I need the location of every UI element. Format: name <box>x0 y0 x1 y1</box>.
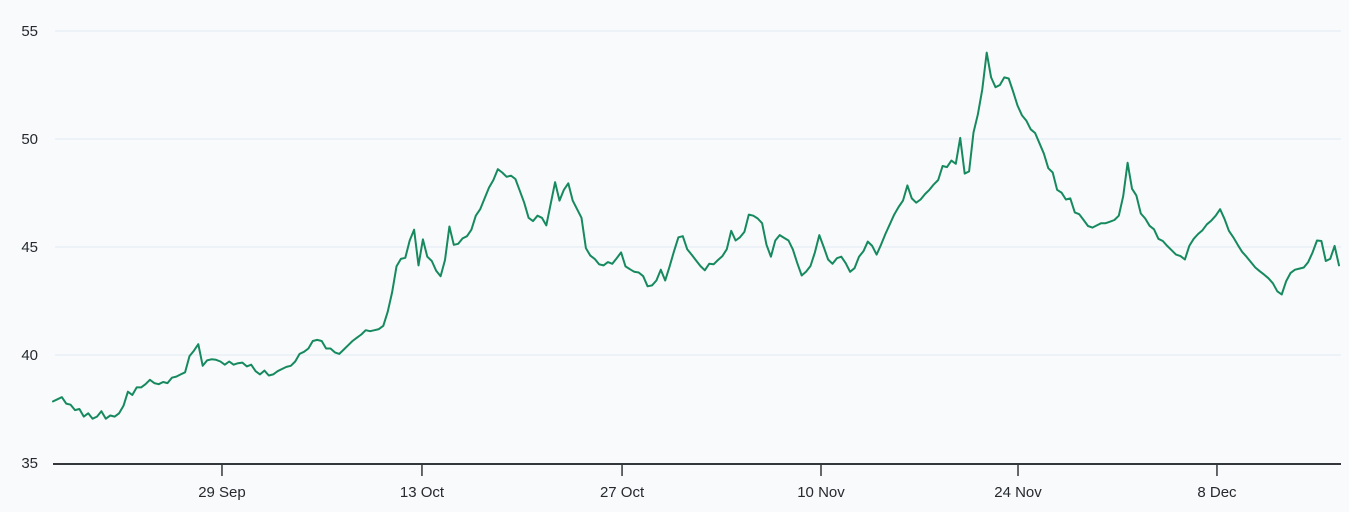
x-axis-label: 10 Nov <box>797 484 845 501</box>
x-axis-label: 13 Oct <box>400 484 445 501</box>
grid-layer <box>55 30 1341 356</box>
x-axis-label: 8 Dec <box>1197 484 1237 501</box>
x-axis-label: 29 Sep <box>198 484 246 501</box>
y-axis-label: 55 <box>21 23 38 40</box>
y-axis-label: 40 <box>21 347 38 364</box>
y-axis-label: 45 <box>21 239 38 256</box>
label-layer: 35 40 45 50 55 29 Sep 13 Oct 27 Oct 10 Nov 24 Nov… <box>21 23 1237 501</box>
y-axis-label: 35 <box>21 455 38 472</box>
axis-layer <box>53 463 1341 476</box>
price-line-series <box>52 51 1340 420</box>
x-axis-label: 24 Nov <box>994 484 1042 501</box>
series-layer <box>52 51 1340 420</box>
y-axis-label: 50 <box>21 131 38 148</box>
x-axis-label: 27 Oct <box>600 484 645 501</box>
